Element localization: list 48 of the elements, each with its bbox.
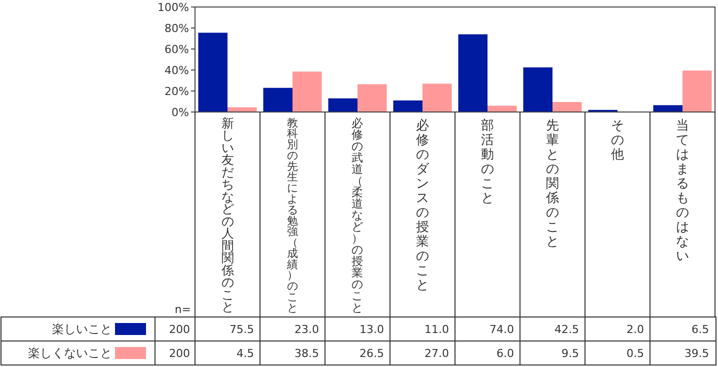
- x-tick-label: 部活動のこと: [481, 118, 494, 206]
- data-label: 6.0: [496, 346, 514, 360]
- y-tick-label: 60%: [164, 42, 189, 56]
- y-tick-label: 100%: [158, 0, 189, 14]
- data-label: 2.0: [626, 322, 644, 336]
- bar: [198, 32, 228, 112]
- data-label: 42.5: [554, 322, 579, 336]
- bar: [552, 102, 582, 112]
- text: n=: [174, 303, 191, 316]
- y-tick-label: 40%: [164, 64, 189, 77]
- text: 200: [169, 346, 190, 360]
- legend-label: 楽しくないこと: [28, 346, 112, 360]
- bar: [458, 34, 488, 112]
- category-label: 必修のダンスの授業のこと: [416, 118, 429, 293]
- bar: [263, 88, 292, 112]
- legend-label: 楽しいこと: [52, 322, 112, 336]
- data-label: 26.5: [360, 346, 384, 360]
- bar: [488, 106, 517, 112]
- data-label: 39.5: [684, 346, 709, 360]
- data-label: 27.0: [424, 346, 449, 360]
- bar: [682, 70, 712, 112]
- bar: [653, 105, 682, 112]
- category-label: 教科別の先生による勉強（成績）のこと: [287, 116, 298, 314]
- bar: [292, 72, 322, 112]
- text: 200: [169, 322, 190, 336]
- data-label: 11.0: [424, 322, 449, 336]
- bar: [393, 100, 422, 112]
- data-label: 4.5: [236, 346, 254, 360]
- y-tick-label: 80%: [164, 22, 189, 35]
- y-tick-label: 20%: [164, 84, 189, 98]
- y-tick-label: 0%: [172, 106, 189, 119]
- bar: [523, 67, 552, 112]
- category-label: 新しい友だちなどの人間関係のこと: [222, 116, 234, 314]
- bar: [358, 84, 387, 112]
- category-label: 先輩との関係のこと: [546, 118, 559, 250]
- data-label: 6.5: [692, 322, 709, 336]
- data-label: 23.0: [294, 322, 319, 336]
- category-label: 当てはまるものはない: [676, 118, 689, 264]
- bar: [422, 84, 452, 112]
- data-label: 0.5: [626, 346, 644, 360]
- data-label: 9.5: [562, 346, 579, 360]
- data-label: 38.5: [294, 346, 319, 360]
- category-label: 必修の武道（柔道など）の授業のこと: [352, 116, 364, 314]
- bar: [328, 98, 358, 112]
- data-label: 13.0: [360, 322, 384, 336]
- x-tick-label: その他: [611, 118, 624, 162]
- data-label: 74.0: [490, 322, 514, 336]
- data-label: 75.5: [230, 322, 254, 336]
